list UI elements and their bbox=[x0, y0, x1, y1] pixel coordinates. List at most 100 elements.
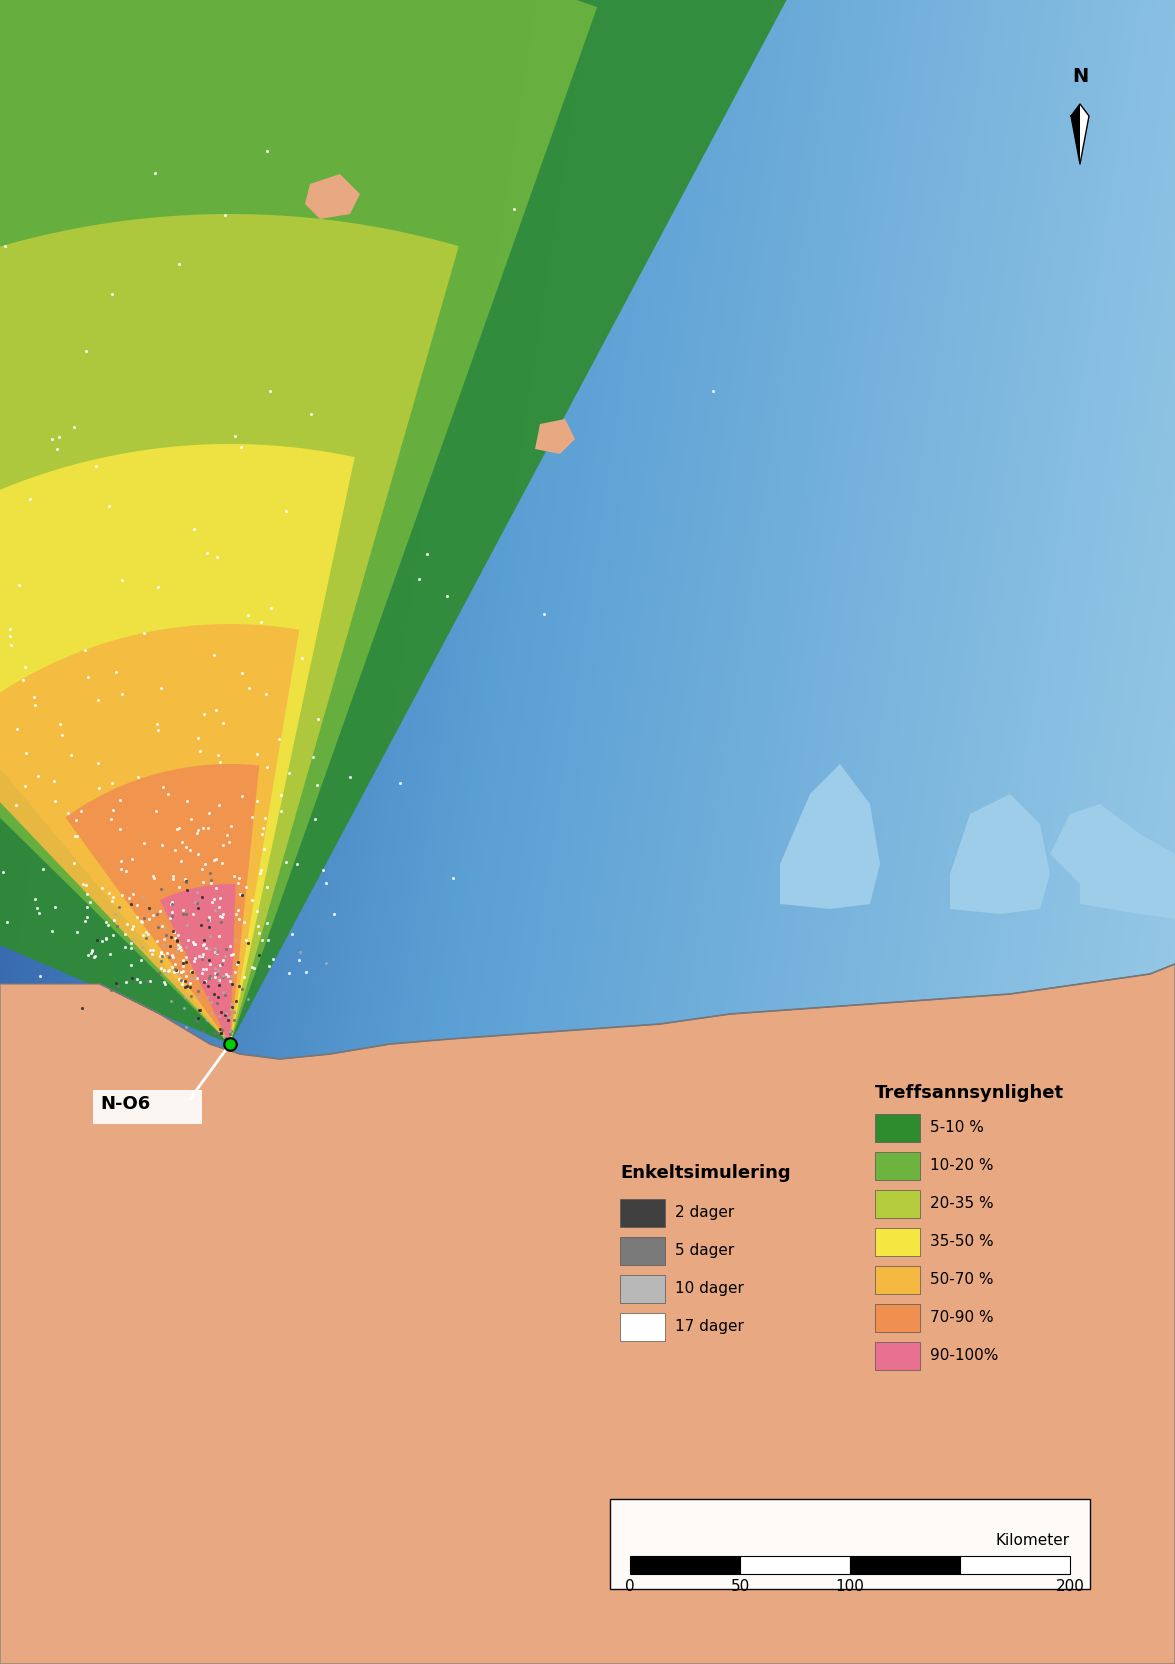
Point bbox=[163, 899, 182, 925]
Point bbox=[43, 426, 62, 453]
Point bbox=[193, 943, 212, 970]
Point bbox=[229, 870, 248, 897]
Point bbox=[166, 837, 184, 864]
Point bbox=[210, 952, 229, 978]
Polygon shape bbox=[125, 1379, 164, 1416]
Point bbox=[221, 1017, 240, 1043]
Point bbox=[227, 900, 246, 927]
Point bbox=[314, 857, 333, 884]
Point bbox=[108, 973, 127, 1000]
Point bbox=[230, 905, 249, 932]
Point bbox=[102, 281, 121, 308]
Polygon shape bbox=[1050, 804, 1175, 919]
Point bbox=[242, 887, 261, 914]
Point bbox=[227, 987, 246, 1013]
Point bbox=[166, 950, 184, 977]
Point bbox=[223, 970, 242, 997]
Point bbox=[208, 938, 227, 965]
Point bbox=[240, 674, 258, 701]
Point bbox=[201, 988, 220, 1015]
Point bbox=[230, 973, 249, 1000]
Polygon shape bbox=[535, 419, 575, 454]
Point bbox=[167, 938, 186, 965]
Point bbox=[210, 1015, 229, 1042]
Text: 5-10 %: 5-10 % bbox=[929, 1120, 983, 1135]
Point bbox=[168, 960, 187, 987]
Point bbox=[214, 947, 233, 973]
Point bbox=[135, 830, 154, 857]
Polygon shape bbox=[0, 624, 300, 1043]
Polygon shape bbox=[780, 764, 880, 909]
Point bbox=[65, 850, 83, 877]
Point bbox=[233, 782, 251, 809]
Text: N-O6: N-O6 bbox=[100, 1095, 150, 1113]
Point bbox=[235, 963, 254, 990]
Point bbox=[0, 233, 14, 260]
Polygon shape bbox=[160, 884, 235, 1043]
Point bbox=[184, 516, 203, 542]
Point bbox=[214, 962, 233, 988]
Point bbox=[210, 792, 229, 819]
Point bbox=[177, 877, 196, 904]
Point bbox=[190, 997, 209, 1023]
Point bbox=[200, 963, 219, 990]
Point bbox=[216, 960, 235, 987]
Point bbox=[8, 716, 27, 742]
Point bbox=[177, 973, 196, 1000]
Point bbox=[192, 912, 210, 938]
Point bbox=[226, 927, 244, 953]
Point bbox=[110, 815, 129, 842]
Point bbox=[200, 799, 219, 825]
Text: 5 dager: 5 dager bbox=[674, 1243, 734, 1258]
Point bbox=[161, 988, 180, 1015]
Point bbox=[253, 927, 271, 953]
Point bbox=[303, 744, 322, 770]
Point bbox=[260, 953, 278, 980]
Point bbox=[133, 909, 152, 935]
Point bbox=[66, 807, 85, 834]
Point bbox=[200, 947, 219, 973]
Point bbox=[174, 952, 193, 978]
Point bbox=[199, 815, 217, 842]
Point bbox=[224, 864, 243, 890]
Point bbox=[162, 904, 181, 930]
Point bbox=[153, 914, 172, 940]
Point bbox=[219, 1007, 237, 1033]
Point bbox=[204, 847, 223, 874]
Point bbox=[53, 722, 72, 749]
Point bbox=[113, 882, 132, 909]
Point bbox=[103, 797, 122, 824]
Point bbox=[251, 857, 270, 884]
Point bbox=[182, 965, 201, 992]
Point bbox=[210, 885, 229, 912]
Polygon shape bbox=[35, 1449, 72, 1483]
Point bbox=[233, 975, 251, 1002]
Point bbox=[13, 667, 32, 694]
Point bbox=[121, 952, 140, 978]
Point bbox=[115, 934, 134, 960]
Polygon shape bbox=[0, 444, 355, 1043]
Point bbox=[96, 909, 115, 935]
Point bbox=[256, 681, 275, 707]
Point bbox=[154, 957, 173, 983]
Point bbox=[83, 937, 102, 963]
Point bbox=[176, 968, 195, 995]
Point bbox=[204, 887, 223, 914]
Point bbox=[166, 925, 184, 952]
Point bbox=[222, 993, 241, 1020]
Point bbox=[149, 914, 168, 940]
Point bbox=[157, 960, 176, 987]
Point bbox=[341, 764, 360, 790]
Point bbox=[308, 706, 327, 732]
Point bbox=[208, 967, 227, 993]
Point bbox=[166, 955, 184, 982]
Point bbox=[221, 932, 240, 958]
Point bbox=[132, 907, 150, 934]
Point bbox=[200, 963, 219, 990]
Point bbox=[186, 889, 204, 915]
Point bbox=[167, 815, 186, 842]
FancyBboxPatch shape bbox=[875, 1266, 920, 1295]
Point bbox=[209, 957, 228, 983]
Point bbox=[215, 942, 234, 968]
Point bbox=[182, 958, 201, 985]
